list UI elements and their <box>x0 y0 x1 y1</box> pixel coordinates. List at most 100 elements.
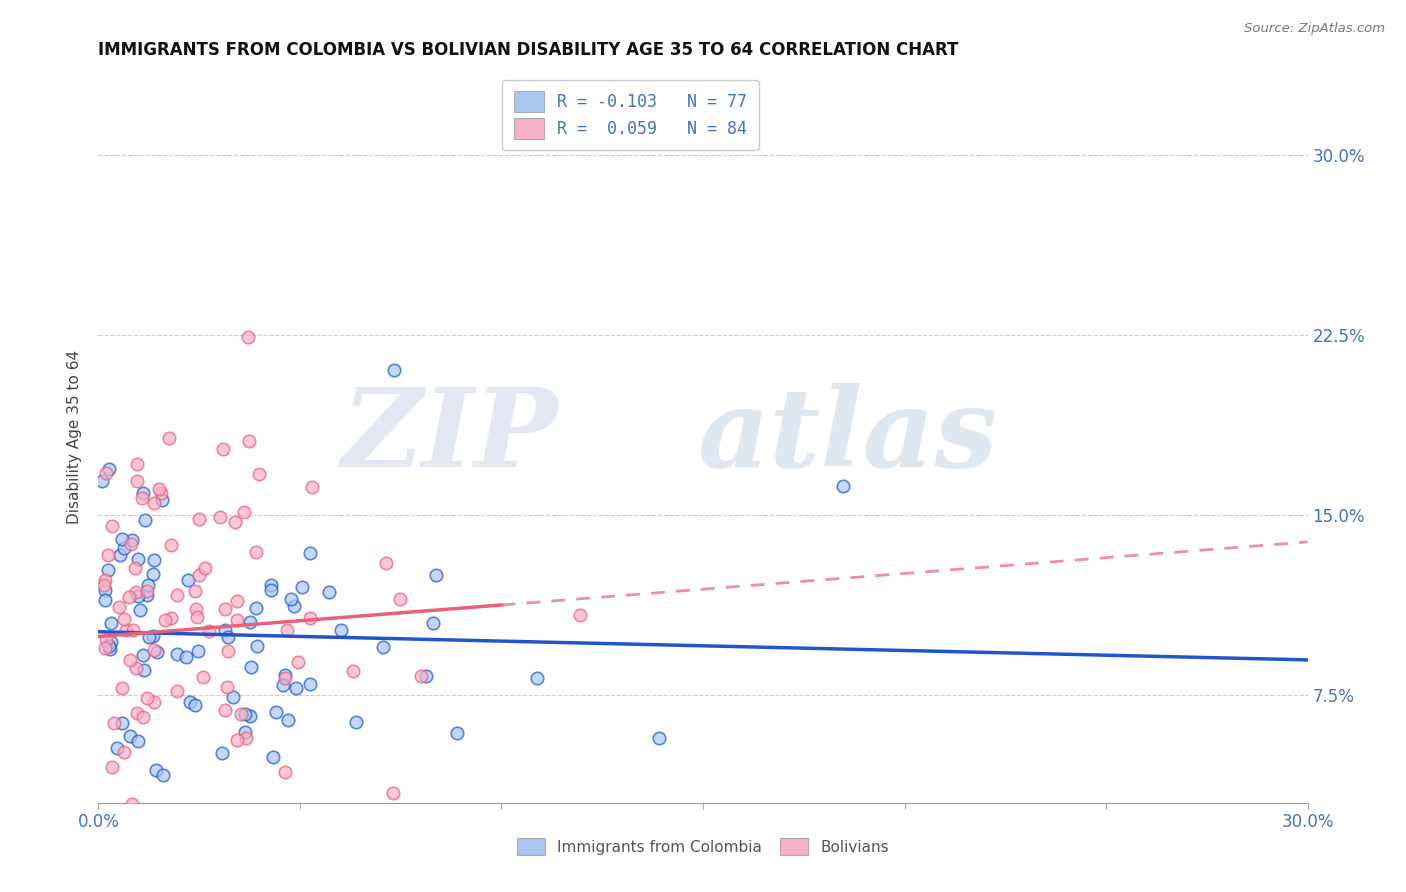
Point <box>122 623 145 637</box>
Text: atlas: atlas <box>697 384 998 491</box>
Point <box>648 731 671 745</box>
Point <box>344 715 367 730</box>
Point <box>98 641 121 656</box>
Point <box>259 582 281 597</box>
Point <box>131 710 153 724</box>
Point <box>94 592 117 607</box>
Point <box>177 574 200 588</box>
Point <box>155 613 177 627</box>
Point <box>94 633 117 648</box>
Point <box>301 480 323 494</box>
Point <box>93 640 115 655</box>
Point <box>160 538 183 552</box>
Text: ZIP: ZIP <box>342 384 558 491</box>
Point <box>97 548 120 562</box>
Point <box>224 515 246 529</box>
Point <box>146 645 169 659</box>
Point <box>127 734 149 748</box>
Legend: Immigrants from Colombia, Bolivians: Immigrants from Colombia, Bolivians <box>512 832 894 861</box>
Point <box>271 678 294 692</box>
Point <box>249 854 271 868</box>
Y-axis label: Disability Age 35 to 64: Disability Age 35 to 64 <box>67 350 83 524</box>
Point <box>187 644 209 658</box>
Point <box>568 607 591 622</box>
Point <box>125 585 148 599</box>
Point <box>132 486 155 500</box>
Point <box>298 677 321 691</box>
Point <box>179 695 201 709</box>
Point <box>97 563 120 577</box>
Point <box>96 854 118 868</box>
Point <box>100 616 122 631</box>
Point <box>170 805 193 820</box>
Point <box>425 568 447 582</box>
Point <box>217 644 239 658</box>
Point <box>236 330 259 344</box>
Point <box>101 519 124 533</box>
Point <box>382 363 405 377</box>
Point <box>318 585 340 599</box>
Point <box>131 491 153 506</box>
Point <box>186 884 208 892</box>
Point <box>245 601 267 615</box>
Point <box>231 706 253 721</box>
Point <box>422 615 444 630</box>
Point <box>142 496 165 510</box>
Point <box>225 613 247 627</box>
Point <box>198 624 221 638</box>
Point <box>91 474 114 488</box>
Point <box>142 643 165 657</box>
Point <box>232 505 254 519</box>
Point <box>111 533 134 547</box>
Point <box>97 462 120 476</box>
Point <box>273 765 295 780</box>
Point <box>134 513 156 527</box>
Point <box>188 512 211 526</box>
Point <box>283 599 305 614</box>
Point <box>183 698 205 712</box>
Point <box>246 640 269 654</box>
Point <box>191 670 214 684</box>
Point <box>127 552 149 566</box>
Point <box>183 583 205 598</box>
Point <box>382 786 405 800</box>
Point <box>127 474 149 488</box>
Point <box>135 583 157 598</box>
Point <box>138 630 160 644</box>
Point <box>342 664 364 678</box>
Point <box>214 601 236 615</box>
Point <box>111 715 134 730</box>
Point <box>330 623 353 637</box>
Point <box>274 672 297 686</box>
Point <box>274 668 297 682</box>
Point <box>120 536 142 550</box>
Point <box>214 703 236 717</box>
Point <box>125 457 148 471</box>
Point <box>107 857 129 871</box>
Point <box>94 466 117 480</box>
Point <box>103 715 125 730</box>
Point <box>105 741 128 756</box>
Point <box>226 593 249 607</box>
Point <box>526 671 548 685</box>
Point <box>100 635 122 649</box>
Point <box>108 548 131 562</box>
Point <box>160 611 183 625</box>
Point <box>118 591 141 605</box>
Point <box>135 588 157 602</box>
Point <box>280 591 302 606</box>
Point <box>298 546 321 560</box>
Point <box>264 705 287 719</box>
Point <box>214 623 236 637</box>
Point <box>262 750 284 764</box>
Point <box>150 493 173 508</box>
Point <box>174 650 197 665</box>
Point <box>132 664 155 678</box>
Point <box>188 568 211 582</box>
Point <box>285 681 308 695</box>
Point <box>162 806 184 821</box>
Point <box>277 713 299 727</box>
Point <box>245 545 267 559</box>
Point <box>832 479 855 493</box>
Point <box>143 553 166 567</box>
